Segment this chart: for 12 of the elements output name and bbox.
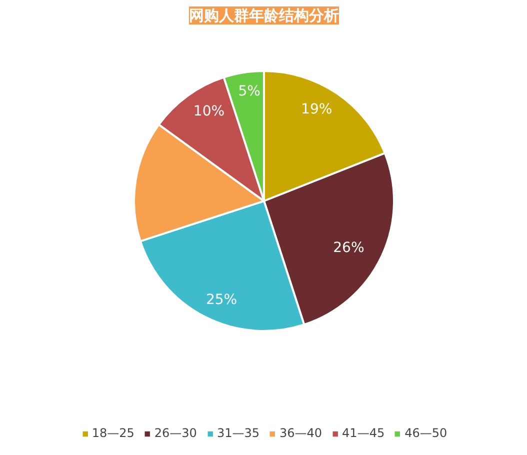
data-label: 5% xyxy=(238,83,260,100)
data-label: 19% xyxy=(301,101,332,118)
data-label: 26% xyxy=(333,240,364,256)
legend-label: 41—45 xyxy=(342,426,385,440)
legend-label: 18—25 xyxy=(92,426,134,440)
data-label: 25% xyxy=(206,292,238,308)
legend-label: 31—35 xyxy=(216,426,260,440)
legend-label: 46—50 xyxy=(404,426,448,440)
legend-label: 26—30 xyxy=(154,426,197,440)
legend-label: 36—40 xyxy=(280,426,322,440)
chart-title: 网购人群年龄结构分析 xyxy=(189,6,339,24)
data-label: 10% xyxy=(193,103,225,120)
